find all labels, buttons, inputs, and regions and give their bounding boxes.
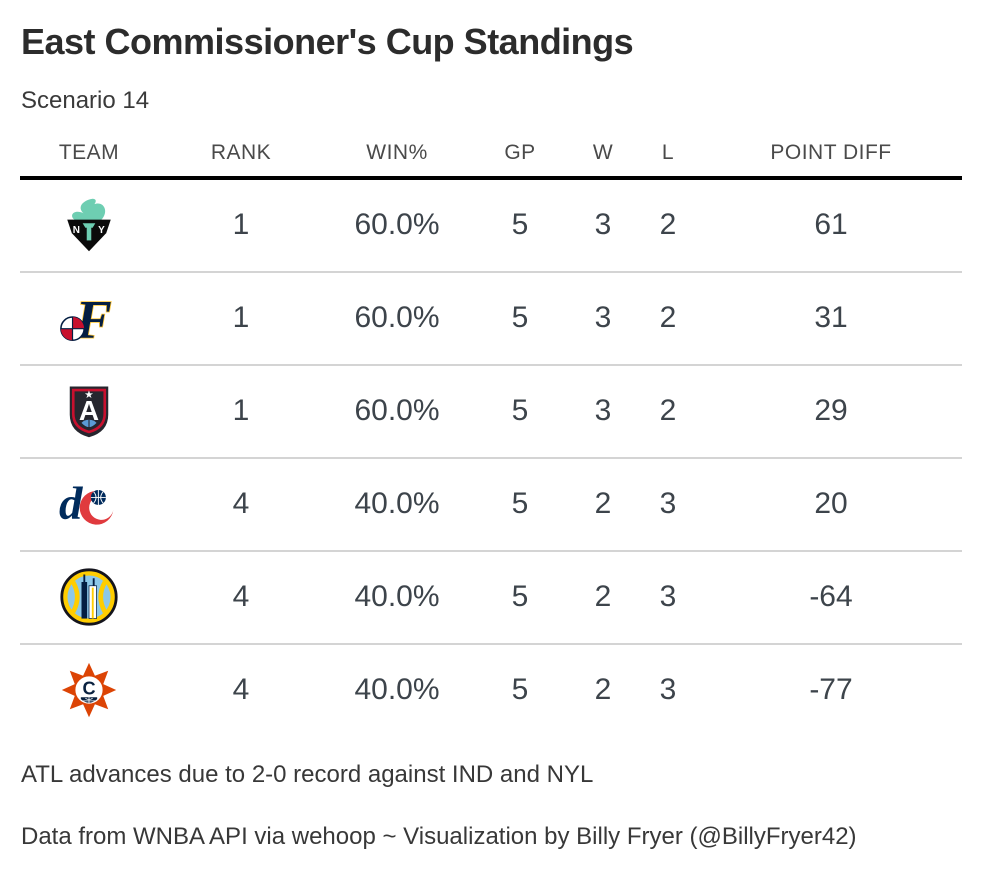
column-header-rank: RANK [210, 141, 272, 165]
atl-star: ★ [84, 389, 94, 401]
rank-cell: 1 [232, 394, 250, 428]
gp-cell: 5 [511, 208, 529, 242]
standings-page: East Commissioner's Cup Standings Scenar… [20, 21, 962, 850]
w-cell: 2 [594, 673, 612, 707]
w-cell: 3 [594, 208, 612, 242]
pointdiff-cell: 29 [814, 394, 848, 428]
connecticut-sun-logo-icon: C [61, 662, 117, 718]
table-row-sun: C 4 40.0% 5 2 3 -77 [20, 645, 962, 736]
column-header-winpct: WIN% [366, 141, 428, 165]
table-header-row: TEAM RANK WIN% GP W L POINT DIFF [20, 131, 962, 180]
ind-letter-f: F [74, 289, 111, 349]
atlanta-dream-logo-icon: A ★ [69, 386, 109, 438]
rank-cell: 4 [232, 580, 250, 614]
atl-letter-a: A [79, 395, 99, 426]
winpct-cell: 60.0% [354, 394, 440, 428]
pointdiff-cell: 20 [814, 487, 848, 521]
team-logo-cell: N Y [20, 194, 158, 256]
indiana-fever-logo-icon: F [60, 289, 112, 349]
gp-cell: 5 [511, 301, 529, 335]
table-row-fever: F 1 60.0% 5 3 2 31 [20, 273, 962, 366]
washington-mystics-logo-icon: d [59, 478, 114, 530]
rank-cell: 1 [232, 208, 250, 242]
l-cell: 2 [659, 301, 677, 335]
standings-table: TEAM RANK WIN% GP W L POINT DIFF N Y 1 6 [20, 131, 962, 736]
gp-cell: 5 [511, 673, 529, 707]
column-header-pointdiff: POINT DIFF [770, 141, 892, 165]
w-cell: 2 [594, 487, 612, 521]
pointdiff-cell: 31 [814, 301, 848, 335]
l-cell: 2 [659, 394, 677, 428]
pointdiff-cell: -64 [809, 580, 853, 614]
team-logo-cell: d [20, 474, 158, 534]
column-header-w: W [592, 141, 614, 165]
rank-cell: 4 [232, 487, 250, 521]
page-title: East Commissioner's Cup Standings [21, 21, 634, 62]
pointdiff-cell: 61 [814, 208, 848, 242]
gp-cell: 5 [511, 487, 529, 521]
l-cell: 3 [659, 580, 677, 614]
l-cell: 3 [659, 673, 677, 707]
w-cell: 2 [594, 580, 612, 614]
advancement-footnote: ATL advances due to 2-0 record against I… [21, 760, 594, 788]
team-logo-cell [20, 567, 158, 627]
con-letter-c: C [82, 679, 95, 699]
l-cell: 3 [659, 487, 677, 521]
data-credit: Data from WNBA API via wehoop ~ Visualiz… [21, 822, 857, 850]
table-row-sky: 4 40.0% 5 2 3 -64 [20, 552, 962, 645]
w-cell: 3 [594, 301, 612, 335]
new-york-liberty-logo-icon: N Y [67, 198, 111, 252]
nyl-letter-y: Y [98, 225, 105, 236]
rank-cell: 4 [232, 673, 250, 707]
winpct-cell: 40.0% [354, 487, 440, 521]
gp-cell: 5 [511, 580, 529, 614]
team-logo-cell: C [20, 661, 158, 719]
nyl-letter-n: N [73, 225, 80, 236]
winpct-cell: 40.0% [354, 580, 440, 614]
table-row-dream: A ★ 1 60.0% 5 3 2 29 [20, 366, 962, 459]
scenario-subtitle: Scenario 14 [21, 86, 150, 114]
column-header-l: L [661, 141, 675, 165]
column-header-team: TEAM [58, 141, 120, 165]
team-logo-cell: F [20, 287, 158, 349]
w-cell: 3 [594, 394, 612, 428]
rank-cell: 1 [232, 301, 250, 335]
table-row-liberty: N Y 1 60.0% 5 3 2 61 [20, 180, 962, 273]
l-cell: 2 [659, 208, 677, 242]
table-row-mystics: d 4 40.0% 5 2 3 20 [20, 459, 962, 552]
winpct-cell: 60.0% [354, 208, 440, 242]
column-header-gp: GP [504, 141, 536, 165]
winpct-cell: 40.0% [354, 673, 440, 707]
gp-cell: 5 [511, 394, 529, 428]
team-logo-cell: A ★ [20, 380, 158, 442]
pointdiff-cell: -77 [809, 673, 853, 707]
winpct-cell: 60.0% [354, 301, 440, 335]
was-letter-d: d [59, 478, 83, 530]
chicago-sky-logo-icon [60, 568, 118, 626]
